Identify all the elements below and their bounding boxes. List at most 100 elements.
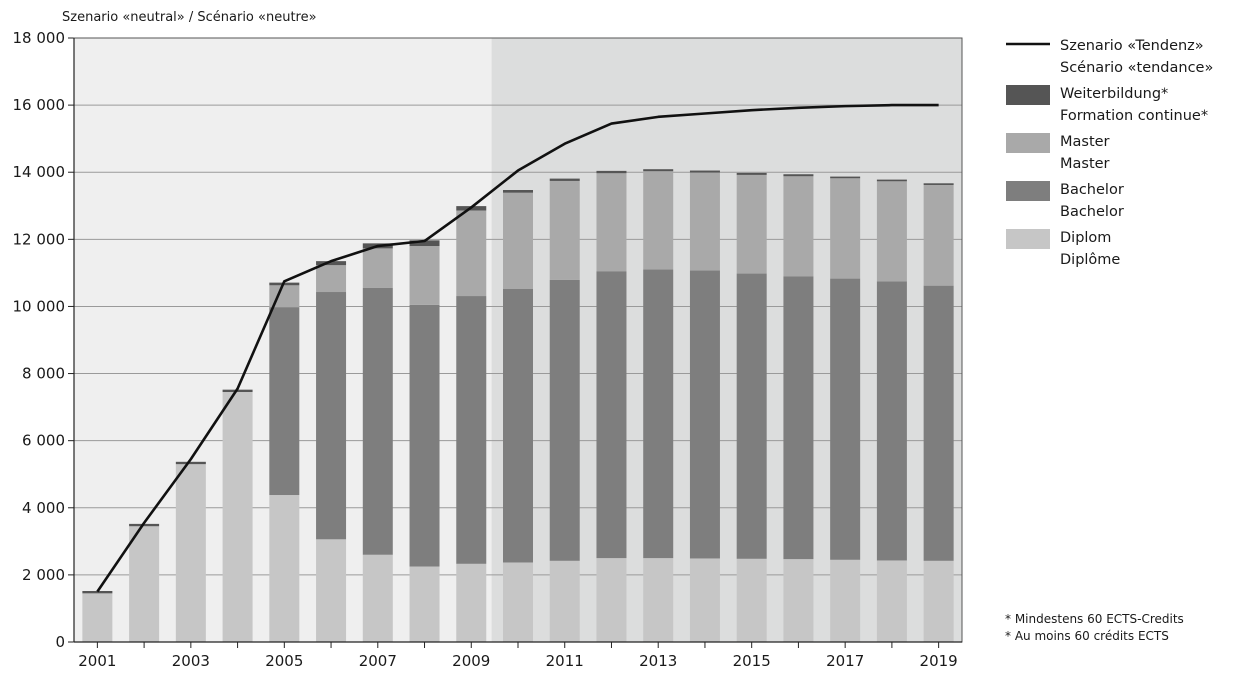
legend: Szenario «Tendenz» Scénario «tendance» Wei… (1006, 38, 1213, 268)
bar-master-2011 (549, 180, 580, 280)
bar-weiterbildung-2013 (643, 169, 674, 172)
bar-diplom-2018 (876, 560, 907, 642)
bar-bachelor-2016 (783, 276, 814, 560)
bar-weiterbildung-2010 (503, 190, 533, 193)
y-tick-label: 2 000 (22, 566, 65, 584)
bar-bachelor-2007 (362, 287, 393, 555)
legend-swatch-master (1006, 133, 1050, 153)
bar-master-2018 (876, 181, 907, 282)
legend-label: Weiterbildung* (1060, 86, 1168, 102)
bar-diplom-2011 (549, 560, 580, 642)
bar-master-2014 (689, 172, 720, 271)
bar-weiterbildung-2003 (175, 461, 206, 465)
bar-diplom-2002 (129, 526, 160, 642)
bar-master-2017 (830, 178, 861, 279)
x-tick-label: 2001 (78, 652, 116, 670)
legend-label: Master (1060, 134, 1110, 150)
bar-weiterbildung-2018 (876, 179, 907, 182)
bar-diplom-2001 (82, 593, 113, 642)
bar-weiterbildung-2011 (549, 178, 580, 181)
bar-weiterbildung-2008 (409, 240, 440, 247)
legend-label: Scénario «tendance» (1060, 60, 1213, 76)
bar-master-2019 (923, 184, 954, 286)
footnote-de: * Mindestens 60 ECTS-Credits (1005, 612, 1184, 626)
x-tick-label: 2003 (172, 652, 210, 670)
trend-line (96, 103, 939, 593)
legend-label: Diplôme (1060, 252, 1120, 268)
chart-title: Szenario «neutral» / Scénario «neutre» (62, 10, 317, 25)
bar-master-2008 (409, 246, 440, 305)
bar-master-2007 (362, 248, 393, 288)
bar-bachelor-2006 (316, 292, 347, 540)
bar-diplom-2012 (596, 558, 627, 642)
bar-master-2016 (783, 176, 814, 277)
y-tick-label: 10 000 (13, 297, 66, 315)
x-tick-label: 2011 (546, 652, 584, 670)
footnote-fr: * Au moins 60 crédits ECTS (1005, 629, 1169, 643)
bar-master-2015 (736, 174, 767, 274)
bar-weiterbildung-2017 (830, 176, 861, 179)
legend-label: Master (1060, 156, 1110, 172)
bar-master-2012 (596, 173, 627, 272)
footnotes: * Mindestens 60 ECTS-Credits * Au moins … (1005, 612, 1184, 643)
x-tick-label: 2017 (826, 652, 864, 670)
legend-swatch-weiterbildung (1006, 85, 1050, 105)
bar-bachelor-2012 (596, 271, 627, 559)
x-tick-label: 2009 (452, 652, 490, 670)
bar-master-2010 (503, 192, 533, 289)
x-tick-label: 2007 (359, 652, 397, 670)
bar-master-2013 (643, 171, 674, 270)
bar-diplom-2014 (689, 558, 720, 642)
trend-line-group (96, 103, 939, 593)
y-tick-label: 16 000 (13, 96, 66, 114)
bar-diplom-2006 (316, 539, 347, 642)
y-tick-label: 4 000 (22, 499, 65, 517)
legend-label: Bachelor (1060, 204, 1124, 220)
legend-label: Bachelor (1060, 182, 1124, 198)
legend-label: Formation continue* (1060, 108, 1208, 124)
bar-diplom-2015 (736, 558, 767, 642)
y-tick-label: 18 000 (13, 29, 66, 47)
axes-group: 0 2 000 4 000 6 000 8 000 10 000 12 000 14 000 1… (13, 29, 963, 670)
x-tick-label: 2019 (920, 652, 958, 670)
bar-bachelor-2014 (689, 270, 720, 559)
bar-weiterbildung-2006 (316, 261, 347, 266)
bar-weiterbildung-2001 (82, 590, 113, 594)
bar-master-2009 (456, 210, 487, 297)
x-tick-label: 2005 (265, 652, 303, 670)
bar-diplom-2009 (456, 563, 487, 642)
x-tick-label: 2013 (639, 652, 677, 670)
legend-label: Diplom (1060, 230, 1111, 246)
bar-bachelor-2017 (830, 278, 861, 560)
bar-bachelor-2013 (643, 269, 674, 559)
bar-diplom-2010 (503, 562, 533, 642)
bar-diplom-2013 (643, 558, 674, 642)
bar-bachelor-2011 (549, 279, 580, 561)
bar-weiterbildung-2016 (783, 174, 814, 177)
legend-swatch-diplom (1006, 229, 1050, 249)
bar-bachelor-2019 (923, 285, 954, 561)
bar-master-2006 (316, 265, 347, 293)
bar-bachelor-2015 (736, 273, 767, 559)
bar-weiterbildung-2015 (736, 172, 767, 175)
bar-diplom-2005 (269, 495, 300, 642)
bars-group (82, 169, 954, 642)
legend-label: Szenario «Tendenz» (1060, 38, 1204, 54)
bar-weiterbildung-2014 (689, 170, 720, 173)
bar-diplom-2004 (222, 392, 253, 642)
bar-bachelor-2018 (876, 281, 907, 561)
y-tick-label: 6 000 (22, 432, 65, 450)
bar-bachelor-2010 (503, 288, 533, 563)
bar-diplom-2016 (783, 559, 814, 642)
bar-weiterbildung-2012 (596, 170, 627, 174)
bar-diplom-2017 (830, 559, 861, 642)
y-tick-label: 8 000 (22, 365, 65, 383)
bar-bachelor-2009 (456, 296, 487, 564)
bar-diplom-2008 (409, 566, 440, 642)
bar-weiterbildung-2019 (923, 183, 954, 185)
y-tick-label: 0 (55, 633, 65, 651)
bar-bachelor-2008 (409, 304, 440, 567)
bar-bachelor-2005 (269, 307, 300, 496)
bar-diplom-2007 (362, 554, 393, 642)
